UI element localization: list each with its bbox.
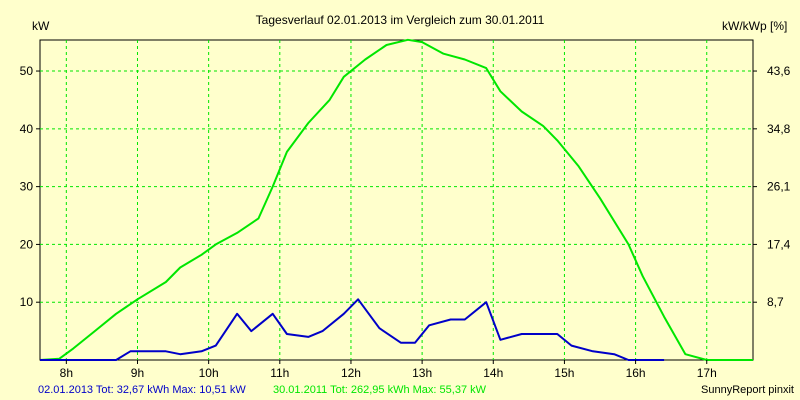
tick-layer: 10 8,7 20 17,4 30 26,1 40 34,8 50 43,6 8h 9h 10h 11h 1… [20, 64, 791, 380]
y-axis-label-left: kW [32, 19, 50, 33]
x-tick-label: 17h [697, 366, 717, 380]
series-line-30-01-2011 [39, 38, 753, 361]
x-tick-label: 11h [270, 366, 289, 380]
y-tick-label-left: 10 [20, 295, 34, 309]
plot-frame [39, 39, 754, 361]
y-tick-label-left: 50 [20, 64, 34, 78]
y-tick-label-left: 40 [20, 122, 34, 136]
y-tick-label-right: 17,4 [767, 237, 791, 251]
grid-layer [40, 40, 753, 360]
series-layer [39, 38, 753, 361]
legend-entry-30-01-2011: 30.01.2011 Tot: 262,95 kWh Max: 55,37 kW [273, 384, 487, 396]
credit-text: SunnyReport pinxit [701, 384, 794, 396]
y-tick-label-left: 20 [20, 237, 34, 251]
y-tick-label-right: 43,6 [767, 64, 791, 78]
x-tick-label: 8h [60, 366, 73, 380]
series-line-02-01-2013 [40, 298, 665, 361]
y-tick-label-left: 30 [20, 180, 34, 194]
x-tick-label: 15h [554, 366, 574, 380]
y-tick-label-right: 26,1 [767, 180, 791, 194]
x-tick-label: 12h [341, 366, 361, 380]
chart-title: Tagesverlauf 02.01.2013 im Vergleich zum… [256, 13, 545, 27]
y-axis-label-right: kW/kWp [%] [722, 19, 787, 33]
y-tick-label-right: 34,8 [767, 122, 791, 136]
y-tick-label-right: 8,7 [767, 295, 784, 309]
x-tick-label: 10h [199, 366, 219, 380]
x-tick-label: 16h [626, 366, 646, 380]
x-tick-label: 9h [131, 366, 144, 380]
x-tick-label: 13h [412, 366, 432, 380]
x-tick-label: 14h [483, 366, 503, 380]
legend-entry-02-01-2013: 02.01.2013 Tot: 32,67 kWh Max: 10,51 kW [38, 384, 246, 396]
